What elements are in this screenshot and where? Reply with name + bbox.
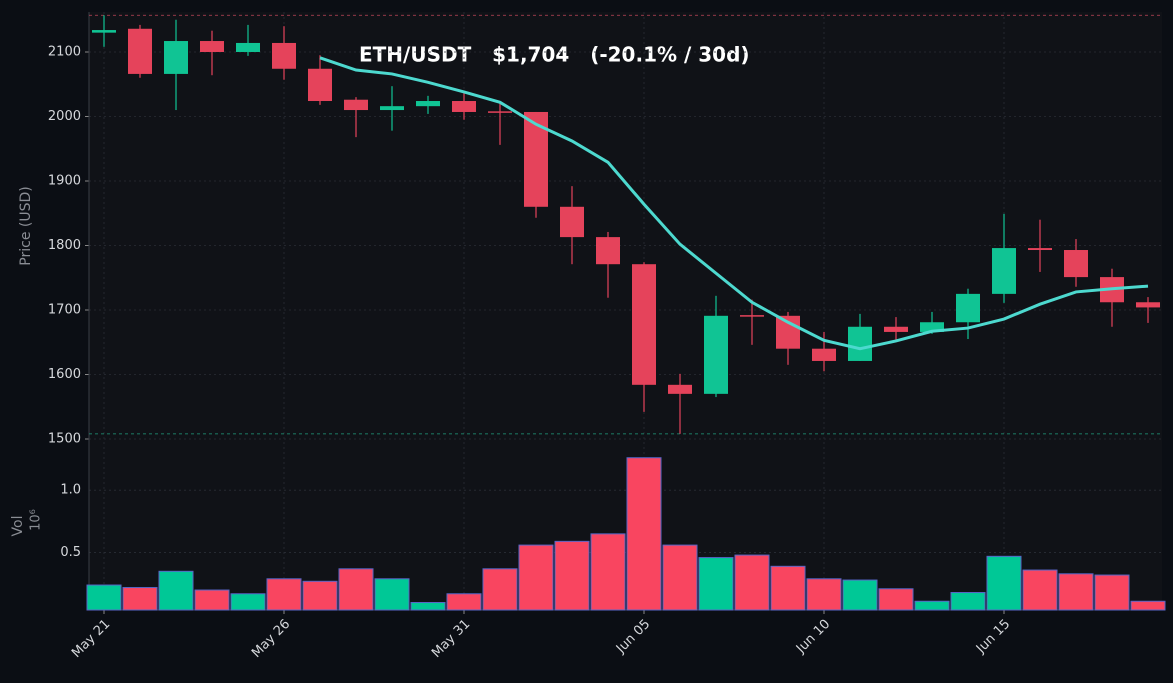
candle-body [272, 42, 296, 69]
volume-bar [914, 600, 950, 611]
volume-bar [590, 533, 626, 611]
y-tick-label: 1900 [48, 173, 81, 188]
candle-body [92, 30, 116, 33]
candle-body [812, 348, 836, 361]
volume-bar [1058, 573, 1094, 611]
volume-bar [842, 579, 878, 611]
y-tick-label: 1500 [48, 432, 81, 447]
volume-bar [302, 580, 338, 611]
volume-axis-label: Vol [10, 516, 26, 537]
volume-tick-label: 0.5 [60, 545, 81, 560]
candle-body [740, 315, 764, 317]
y-tick-label: 1600 [48, 367, 81, 382]
y-tick-label: 2000 [48, 109, 81, 124]
volume-unit-label: 10⁶ [29, 509, 44, 531]
candle-body [308, 68, 332, 102]
candle-body [488, 111, 512, 113]
volume-bar [1022, 569, 1058, 611]
volume-tick-label: 1.0 [60, 483, 81, 498]
volume-bar [662, 544, 698, 611]
candle-body [920, 322, 944, 332]
candle-body [632, 264, 656, 385]
y-axis-label: Price (USD) [18, 186, 34, 265]
volume-bar [410, 602, 446, 611]
volume-bar [554, 540, 590, 611]
volume-bar [482, 568, 518, 611]
candle-body [164, 41, 188, 74]
candle-body [452, 101, 476, 112]
candle-body [596, 237, 620, 265]
chart-title: ETH/USDT $1,704 (-20.1% / 30d) [359, 43, 750, 67]
candle-body [704, 315, 728, 394]
candle-body [524, 111, 548, 207]
y-tick-label: 1800 [48, 238, 81, 253]
candle-body [884, 326, 908, 332]
volume-bar [626, 457, 662, 611]
volume-bar [194, 589, 230, 611]
candle-body [344, 99, 368, 111]
volume-bar [374, 578, 410, 611]
volume-bar [770, 565, 806, 611]
candle-body [236, 42, 260, 52]
candle-body [380, 106, 404, 111]
volume-bar [950, 592, 986, 611]
volume-bar [446, 593, 482, 611]
volume-bar [1130, 600, 1166, 611]
volume-bar [122, 587, 158, 611]
volume-bar [230, 593, 266, 611]
volume-bar [806, 578, 842, 611]
volume-bar [158, 570, 194, 611]
volume-bar [878, 588, 914, 611]
candle-body [956, 293, 980, 323]
volume-bar [86, 584, 122, 611]
volume-bar [986, 555, 1022, 611]
candle-body [128, 28, 152, 74]
candle-body [1028, 248, 1052, 251]
volume-bar [1094, 574, 1130, 611]
candle-body [668, 384, 692, 394]
volume-bar [266, 578, 302, 611]
moving-average-line [319, 56, 1149, 351]
candle-body [1136, 302, 1160, 308]
candle-body [992, 248, 1016, 294]
price-panel [89, 12, 1162, 439]
candle-body [560, 206, 584, 238]
volume-bar [338, 568, 374, 611]
y-tick-label: 2100 [48, 44, 81, 59]
candle-body [848, 326, 872, 361]
volume-bar [518, 544, 554, 611]
candle-body [416, 101, 440, 107]
volume-bar [698, 557, 734, 611]
candle-body [200, 41, 224, 52]
y-tick-label: 1700 [48, 302, 81, 317]
candle-body [1064, 250, 1088, 278]
volume-bar [734, 554, 770, 611]
